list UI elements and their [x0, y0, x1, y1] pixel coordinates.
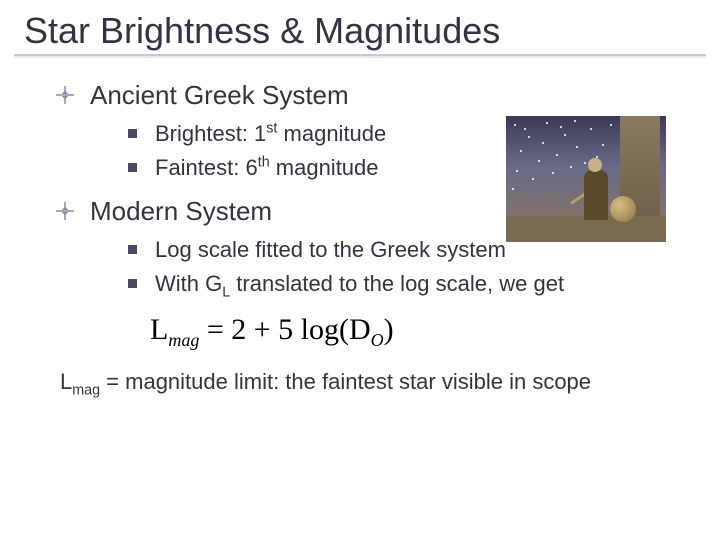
square-bullet-icon	[128, 279, 137, 288]
person-icon	[584, 170, 608, 220]
bullet-l1-ancient: Ancient Greek System	[0, 68, 720, 117]
heading-modern: Modern System	[90, 196, 272, 227]
text-logscale: Log scale fitted to the Greek system	[155, 235, 506, 265]
formula-block: Lmag = 2 + 5 log(DO)	[0, 305, 720, 359]
formula-lmag: Lmag = 2 + 5 log(DO)	[150, 313, 394, 346]
slide-title: Star Brightness & Magnitudes	[0, 0, 720, 54]
compass-bullet-icon	[56, 86, 76, 106]
armillary-globe-icon	[610, 196, 636, 222]
text-gl: With GL translated to the log scale, we …	[155, 269, 564, 303]
text-faintest: Faintest: 6th magnitude	[155, 153, 379, 183]
square-bullet-icon	[128, 129, 137, 138]
square-bullet-icon	[128, 245, 137, 254]
text-brightest: Brightest: 1st magnitude	[155, 119, 386, 149]
title-underline	[14, 54, 706, 56]
footer-definition: Lmag = magnitude limit: the faintest sta…	[0, 359, 720, 398]
compass-bullet-icon	[56, 202, 76, 222]
person-head-icon	[588, 158, 602, 172]
heading-ancient: Ancient Greek System	[90, 80, 349, 111]
bullet-l2-gl: With GL translated to the log scale, we …	[0, 267, 720, 305]
astronomer-illustration	[506, 116, 666, 242]
square-bullet-icon	[128, 163, 137, 172]
